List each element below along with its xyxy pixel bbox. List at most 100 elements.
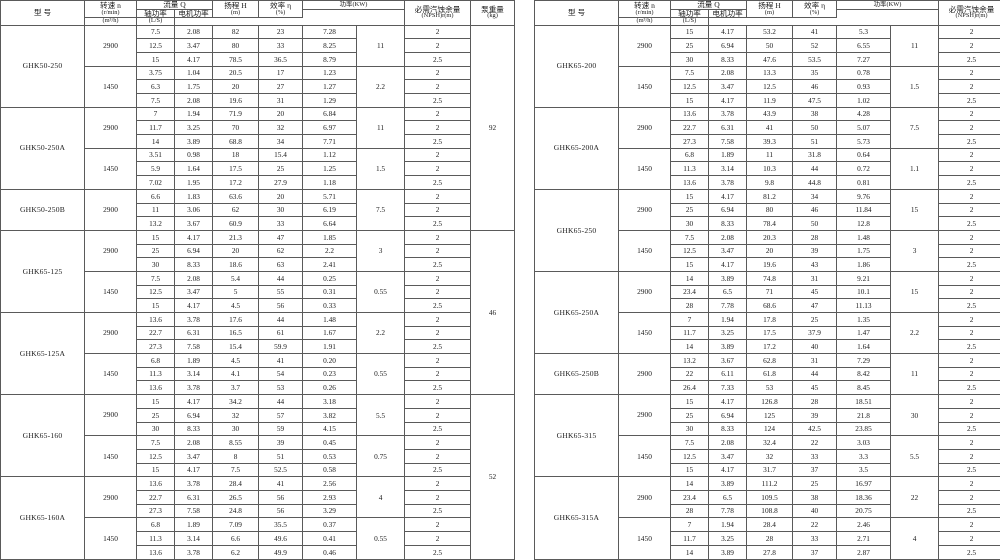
flow-ls-cell: 7.58 <box>173 503 214 519</box>
efficiency-cell: 55 <box>258 284 304 300</box>
motor-power-cell: 11 <box>890 353 940 396</box>
shaft-power-cell: 1.47 <box>836 325 892 341</box>
npsh-cell: 2 <box>938 517 1000 533</box>
table-header: 型 号转速 n (r/min) 流量 Q 扬程 H (m) 效率 η (%) 功率(KW) 必需… <box>534 0 1000 26</box>
npsh-cell: 2 <box>404 476 472 491</box>
header-head-unit: (m) <box>764 8 775 16</box>
table-row: 25 6.94 32 57 3.82 2 <box>1 407 515 423</box>
npsh-cell: 2.5 <box>404 175 472 190</box>
head-cell: 41 <box>746 120 794 136</box>
npsh-cell: 2 <box>404 366 472 382</box>
flow-m3h-cell: 7.5 <box>670 435 709 450</box>
flow-m3h-cell: 5.9 <box>136 161 175 177</box>
flow-m3h-cell: 14 <box>136 134 175 149</box>
flow-ls-cell: 3.47 <box>707 448 748 464</box>
efficiency-cell: 62 <box>258 243 304 259</box>
table-row: 12.5 3.47 32 33 3.3 2 <box>535 448 1000 464</box>
header-motor-power: 电机功率 <box>707 8 748 19</box>
head-cell: 78.4 <box>746 216 794 231</box>
flow-m3h-cell: 23.4 <box>670 489 709 505</box>
shaft-power-cell: 8.45 <box>836 380 892 396</box>
speed-cell: 2900 <box>84 229 137 272</box>
flow-ls-cell: 3.89 <box>707 270 748 286</box>
flow-m3h-cell: 3.51 <box>136 147 175 163</box>
head-cell: 30 <box>212 421 260 437</box>
shaft-power-cell: 1.86 <box>836 257 892 272</box>
table-row: GHK65-250A 2900 14 3.89 74.8 31 9.21 15 2 <box>534 270 1000 355</box>
shaft-power-cell: 2.46 <box>836 517 892 533</box>
table-row: 15 4.17 19.6 43 1.86 2.5 <box>535 257 1000 272</box>
table-row: 14 3.89 68.8 34 7.71 2.5 <box>1 134 515 149</box>
shaft-power-cell: 6.97 <box>302 120 358 136</box>
flow-m3h-cell: 15 <box>136 298 175 314</box>
shaft-power-cell: 0.23 <box>302 366 358 382</box>
flow-ls-cell: 3.89 <box>707 339 748 355</box>
flow-ls-cell: 4.17 <box>707 93 748 108</box>
model-cell: GHK65-125A <box>0 312 85 396</box>
speed-cell: 1450 <box>618 65 671 108</box>
flow-ls-cell: 2.08 <box>707 435 748 450</box>
header-shaft-power: 轴功率 <box>670 8 709 19</box>
shaft-power-cell: 7.27 <box>836 51 892 67</box>
head-cell: 32 <box>746 448 794 464</box>
table-row: 13.6 3.78 6.2 49.9 0.46 2.5 <box>1 544 515 560</box>
flow-m3h-cell: 15 <box>136 394 175 409</box>
flow-ls-cell: 4.17 <box>173 298 214 314</box>
flow-ls-cell: 3.47 <box>173 38 214 53</box>
shaft-power-cell: 7.71 <box>302 134 358 149</box>
shaft-power-cell: 0.58 <box>302 462 358 478</box>
motor-power-cell: 22 <box>890 476 940 519</box>
speed-cell: 1450 <box>618 435 671 478</box>
flow-ls-cell: 2.08 <box>173 93 214 108</box>
motor-power-cell: 2.2 <box>356 65 406 108</box>
efficiency-cell: 38 <box>792 106 838 122</box>
efficiency-cell: 17 <box>258 65 304 81</box>
speed-cell: 2900 <box>618 24 671 67</box>
shaft-power-cell: 8.79 <box>302 51 358 67</box>
speed-cell: 2900 <box>618 476 671 519</box>
flow-ls-cell: 4.17 <box>173 51 214 67</box>
npsh-cell: 2 <box>938 243 1000 259</box>
shaft-power-cell: 0.78 <box>836 65 892 81</box>
npsh-cell: 2 <box>404 106 472 122</box>
speed-cell: 1450 <box>84 270 137 314</box>
npsh-cell: 2 <box>404 489 472 505</box>
npsh-cell: 2.5 <box>404 380 472 396</box>
flow-m3h-cell: 12.5 <box>670 79 709 95</box>
flow-ls-cell: 6.5 <box>707 284 748 300</box>
head-cell: 80 <box>746 202 794 218</box>
npsh-cell: 2 <box>938 24 1000 40</box>
flow-ls-cell: 1.75 <box>173 79 214 95</box>
flow-m3h-cell: 27.3 <box>136 503 175 519</box>
head-cell: 5 <box>212 284 260 300</box>
flow-ls-cell: 3.78 <box>173 544 214 560</box>
npsh-cell: 2 <box>938 394 1000 409</box>
header-head: 扬程 H (m) <box>746 0 794 19</box>
table-row: GHK50-250 2900 7.5 2.08 82 23 7.28 11 2 92 <box>0 24 516 231</box>
shaft-power-cell: 11.84 <box>836 202 892 218</box>
flow-ls-cell: 4.17 <box>173 462 214 478</box>
flow-m3h-cell: 7.5 <box>136 270 175 286</box>
table-body: GHK50-250 2900 7.5 2.08 82 23 7.28 11 2 92 12.5 3.4… <box>0 24 516 560</box>
flow-m3h-cell: 6.8 <box>136 353 175 368</box>
efficiency-cell: 41 <box>792 24 838 40</box>
speed-cell: 1450 <box>84 65 137 108</box>
flow-m3h-cell: 13.2 <box>136 216 175 231</box>
flow-m3h-cell: 6.8 <box>136 517 175 533</box>
shaft-power-cell: 1.64 <box>836 339 892 355</box>
header-row-3: (m³/h) (L/S) <box>535 17 1000 26</box>
flow-m3h-cell: 13.6 <box>136 476 175 491</box>
header-flow-unit-m3h: (m³/h) <box>84 17 137 26</box>
head-cell: 80 <box>212 38 260 53</box>
speed-cell: 2900 <box>618 106 671 149</box>
flow-m3h-cell: 15 <box>136 229 175 245</box>
head-cell: 21.3 <box>212 229 260 245</box>
table-row: 27.3 7.58 39.3 51 5.73 2.5 <box>535 134 1000 149</box>
npsh-cell: 2 <box>404 229 472 245</box>
efficiency-cell: 56 <box>258 298 304 314</box>
model-cell: GHK65-315A <box>534 476 619 560</box>
right-table-wrapper: 型 号转速 n (r/min) 流量 Q 扬程 H (m) 效率 η (%) 功率(KW) 必需… <box>534 0 1000 560</box>
flow-m3h-cell: 27.3 <box>136 339 175 355</box>
efficiency-cell: 37.9 <box>792 325 838 341</box>
